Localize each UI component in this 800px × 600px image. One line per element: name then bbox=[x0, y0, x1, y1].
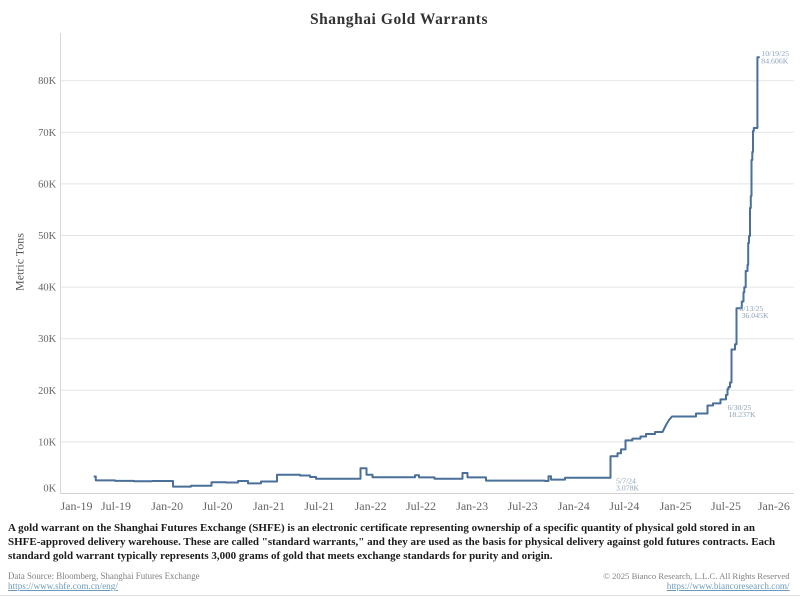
svg-text:Jul-20: Jul-20 bbox=[203, 499, 233, 513]
svg-text:0K: 0K bbox=[43, 484, 56, 495]
svg-text:Metric Tons: Metric Tons bbox=[13, 233, 27, 291]
svg-text:Jul-24: Jul-24 bbox=[609, 499, 639, 513]
svg-text:30K: 30K bbox=[38, 334, 57, 345]
svg-text:Jan-19: Jan-19 bbox=[61, 499, 93, 513]
svg-text:60K: 60K bbox=[38, 179, 57, 190]
svg-text:3.078K: 3.078K bbox=[616, 483, 640, 492]
svg-text:10/19/25: 10/19/25 bbox=[761, 49, 789, 58]
svg-text:70K: 70K bbox=[38, 128, 57, 139]
svg-text:18.237K: 18.237K bbox=[729, 410, 756, 419]
svg-text:Jul-25: Jul-25 bbox=[711, 499, 741, 513]
svg-text:20K: 20K bbox=[38, 386, 57, 397]
svg-text:8/13/25: 8/13/25 bbox=[740, 304, 764, 313]
svg-text:84.606K: 84.606K bbox=[761, 56, 788, 65]
svg-text:Jan-24: Jan-24 bbox=[558, 499, 590, 513]
svg-text:36.045K: 36.045K bbox=[742, 311, 769, 320]
svg-text:5/7/24: 5/7/24 bbox=[616, 476, 636, 485]
svg-text:6/30/25: 6/30/25 bbox=[728, 403, 752, 412]
svg-text:10K: 10K bbox=[38, 437, 57, 448]
svg-text:Jan-21: Jan-21 bbox=[253, 499, 285, 513]
svg-text:Jan-20: Jan-20 bbox=[151, 499, 183, 513]
svg-text:40K: 40K bbox=[38, 283, 57, 294]
svg-text:Jan-22: Jan-22 bbox=[355, 499, 387, 513]
svg-text:50K: 50K bbox=[38, 231, 57, 242]
svg-text:Jul-21: Jul-21 bbox=[304, 499, 334, 513]
svg-text:Jan-23: Jan-23 bbox=[456, 499, 488, 513]
svg-text:Jul-23: Jul-23 bbox=[508, 499, 538, 513]
svg-text:Jul-19: Jul-19 bbox=[101, 499, 131, 513]
svg-text:Jan-26: Jan-26 bbox=[758, 499, 790, 513]
svg-text:Jul-22: Jul-22 bbox=[406, 499, 436, 513]
svg-text:80K: 80K bbox=[38, 76, 57, 87]
svg-text:Shanghai Gold Warrants: Shanghai Gold Warrants bbox=[310, 11, 488, 28]
svg-text:Jan-25: Jan-25 bbox=[660, 499, 692, 513]
